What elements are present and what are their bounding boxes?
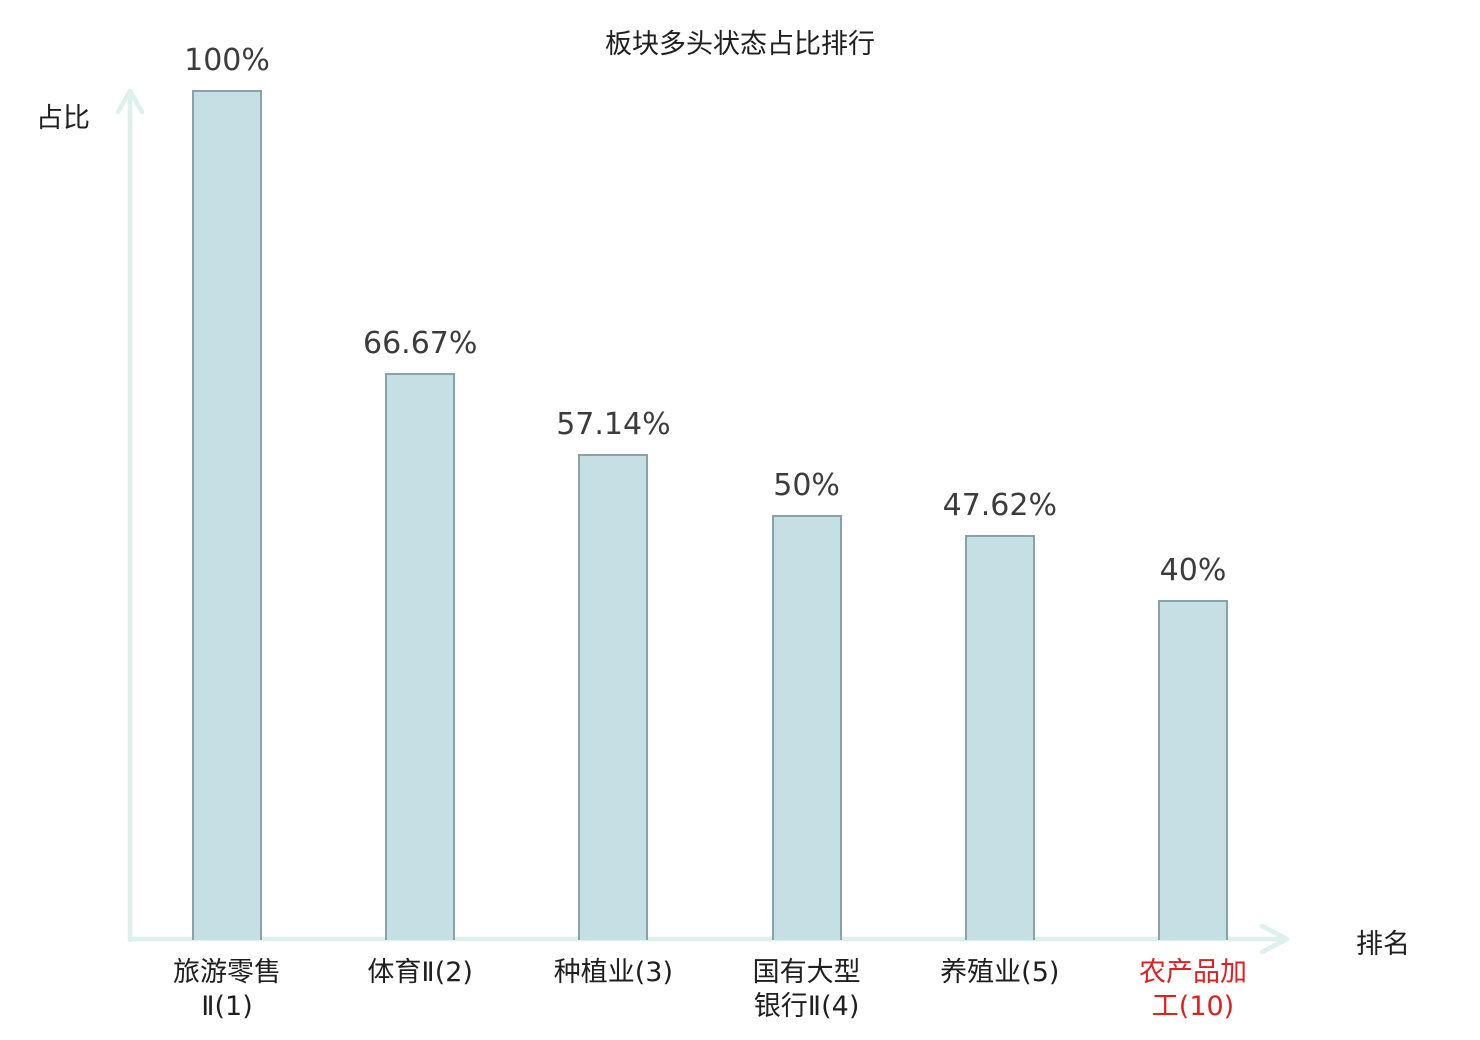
bar-value-label: 47.62% — [942, 488, 1057, 523]
bar — [578, 454, 649, 940]
y-axis-title: 占比 — [36, 103, 90, 134]
bar-value-label: 57.14% — [556, 407, 671, 442]
bar-category-label: 国有大型 银行Ⅱ(4) — [752, 957, 861, 1022]
bar — [1158, 600, 1228, 940]
bar — [771, 515, 842, 940]
bar-category-label: 农产品加 工(10) — [1139, 957, 1247, 1022]
bar — [964, 535, 1035, 940]
x-axis-arrow-icon — [1259, 923, 1290, 955]
bar-category-label: 体育Ⅱ(2) — [367, 957, 473, 988]
bar — [385, 373, 456, 940]
bar-value-label: 40% — [1159, 553, 1227, 588]
y-axis-arrow-icon — [115, 88, 145, 115]
bar-category-label: 种植业(3) — [553, 957, 674, 988]
bar-value-label: 50% — [773, 468, 840, 503]
bar-value-label: 100% — [184, 43, 270, 78]
bar-category-label: 养殖业(5) — [940, 957, 1060, 988]
bar-category-label: 旅游零售 Ⅱ(1) — [173, 957, 281, 1022]
chart-title: 板块多头状态占比排行 — [605, 29, 875, 60]
x-axis-title: 排名 — [1356, 929, 1410, 960]
bar — [192, 90, 262, 940]
bar-value-label: 66.67% — [362, 326, 478, 361]
